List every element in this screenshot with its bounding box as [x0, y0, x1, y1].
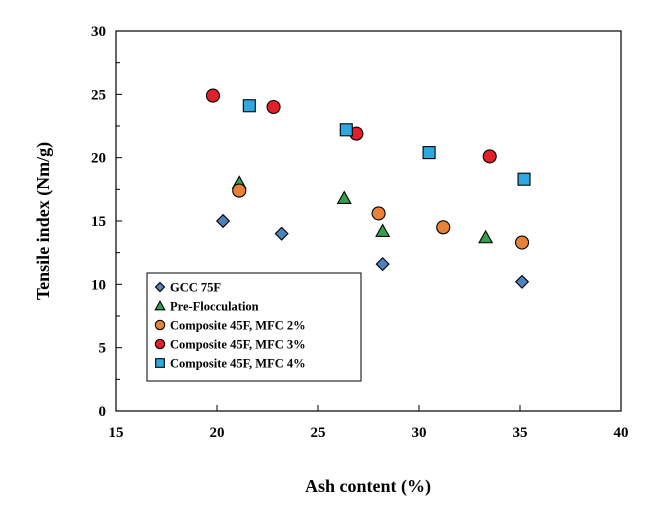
data-point [422, 146, 436, 160]
legend-item: Pre-Flocculation [154, 300, 259, 314]
data-point [514, 235, 530, 250]
data-point [274, 226, 289, 241]
legend-item: Composite 45F, MFC 2% [154, 319, 306, 333]
y-tick-label: 30 [91, 24, 106, 40]
series-1 [215, 213, 530, 289]
data-points [205, 88, 531, 289]
x-tick-label: 20 [210, 425, 225, 441]
legend-marker [154, 300, 166, 311]
data-point [371, 206, 386, 221]
data-point [205, 88, 221, 103]
y-tick-label: 0 [99, 404, 107, 420]
data-point [266, 99, 281, 115]
series-3 [232, 183, 530, 250]
y-axis: 0 5 10 15 20 25 30 [91, 24, 122, 420]
y-axis-title: Tensile index (Nm/g) [33, 142, 54, 300]
data-point [517, 172, 531, 186]
legend-item: Composite 45F, MFC 4% [155, 357, 306, 371]
y-tick-label: 25 [91, 87, 106, 103]
y-tick-label: 15 [91, 214, 106, 230]
x-tick-label: 40 [614, 425, 629, 441]
x-tick-label: 15 [109, 425, 124, 441]
x-tick-label: 35 [513, 425, 528, 441]
series-5 [242, 99, 531, 186]
legend-marker [155, 358, 165, 368]
x-axis-title: Ash content (%) [305, 476, 431, 497]
legend-marker [154, 338, 166, 350]
legend-label: GCC 75F [170, 281, 221, 295]
legend-item: Composite 45F, MFC 3% [154, 338, 306, 352]
data-point [436, 220, 451, 235]
series-4 [205, 88, 497, 164]
x-tick-label: 30 [412, 425, 427, 441]
data-point [478, 229, 494, 244]
legend: GCC 75F Pre-Flocculation Composite 45F, MF… [146, 272, 362, 382]
legend-marker [154, 281, 166, 293]
data-point [215, 213, 231, 229]
y-tick-label: 5 [99, 341, 107, 357]
data-point [514, 274, 530, 289]
legend-box [146, 272, 362, 382]
data-point [339, 123, 353, 137]
y-tick-label: 20 [91, 151, 106, 167]
legend-marker [154, 319, 166, 331]
data-point [375, 223, 391, 237]
data-point [232, 183, 247, 198]
data-point [482, 149, 497, 164]
data-point [375, 256, 390, 272]
legend-item: GCC 75F [154, 281, 221, 295]
data-point [242, 99, 256, 113]
x-tick-label: 25 [311, 425, 326, 441]
legend-label: Composite 45F, MFC 4% [170, 357, 306, 371]
data-point [336, 190, 352, 205]
legend-label: Pre-Flocculation [170, 300, 259, 314]
legend-label: Composite 45F, MFC 2% [170, 319, 306, 333]
legend-label: Composite 45F, MFC 3% [170, 338, 306, 352]
y-tick-label: 10 [91, 277, 106, 293]
x-axis: 15 20 25 30 35 40 [109, 405, 629, 441]
